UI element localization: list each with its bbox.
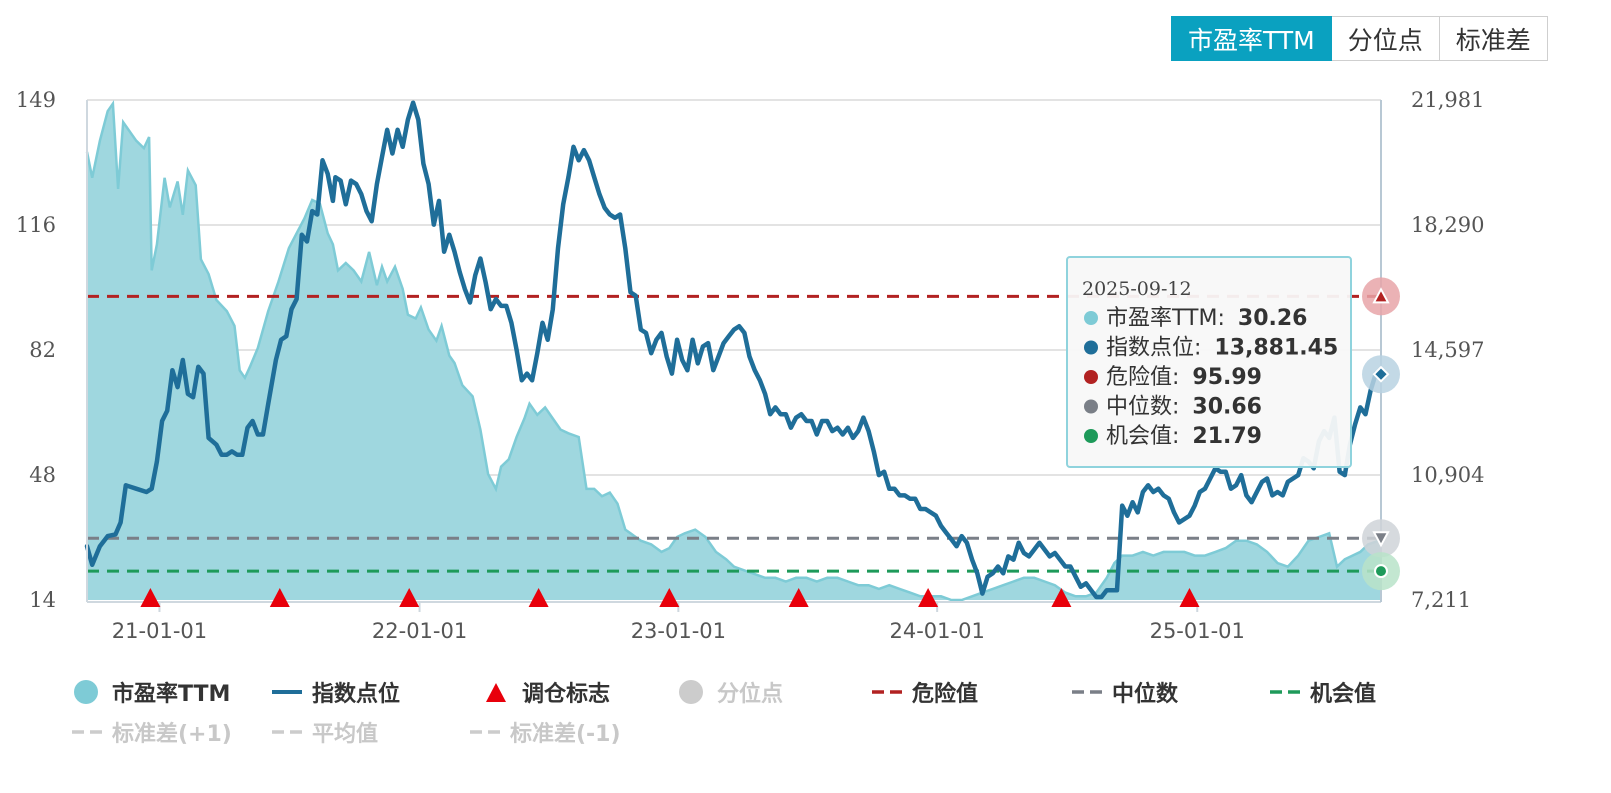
tooltip-dot — [1084, 311, 1098, 325]
legend-label: 标准差(+1) — [112, 722, 232, 747]
rebalance-marker — [269, 588, 290, 607]
right-tick-label: 10,904 — [1411, 463, 1484, 487]
legend-label: 平均值 — [312, 722, 379, 747]
left-axis: 149 116 82 48 14 — [16, 88, 56, 612]
legend-item[interactable]: 调仓标志 — [482, 676, 610, 708]
legend-item[interactable]: 分位点 — [677, 676, 783, 708]
index-points-line — [84, 100, 1384, 600]
legend-symbol-icon — [72, 730, 102, 734]
tooltip-dot — [1084, 429, 1098, 443]
legend-symbol-icon — [470, 730, 500, 734]
right-tick-label: 21,981 — [1411, 88, 1484, 112]
tooltip-dot — [1084, 399, 1098, 414]
tooltip-row-label: 市盈率TTM: — [1106, 306, 1232, 331]
legend-label: 危险值 — [912, 682, 979, 707]
legend-symbol-icon — [1270, 690, 1300, 694]
opportunity-point — [1374, 564, 1388, 579]
legend-symbol-icon — [74, 680, 98, 704]
pe-ttm-outline — [85, 100, 1382, 602]
tooltip-row-label: 指数点位: — [1106, 336, 1208, 361]
left-tick-label: 116 — [16, 213, 56, 237]
tooltip-row-value: 30.26 — [1238, 306, 1308, 331]
right-tick-label: 7,211 — [1411, 588, 1471, 612]
legend-item[interactable]: 标准差(-1) — [470, 716, 621, 748]
tooltip-box — [1066, 256, 1352, 468]
tooltip-row-value: 13,881.45 — [1214, 336, 1338, 361]
legend-item[interactable]: 市盈率TTM — [72, 676, 230, 708]
tooltip-date: 2025-09-12 — [1082, 278, 1192, 300]
legend-circle-icon — [679, 680, 703, 704]
pe-ttm-area — [87, 103, 1381, 600]
legend-label: 标准差(-1) — [510, 722, 621, 747]
rebalance-marker — [399, 588, 420, 607]
tooltip-row: 危险值: 95.99 — [1106, 365, 1262, 390]
tab-std-dev[interactable]: 标准差 — [1439, 16, 1548, 61]
tooltip-dot — [1084, 370, 1098, 384]
legend-item[interactable]: 平均值 — [272, 716, 378, 748]
x-tick-label: 24-01-01 — [889, 619, 984, 643]
right-axis: 21,981 18,290 14,597 10,904 7,211 — [1411, 88, 1484, 612]
tooltip-row-label: 机会值: — [1106, 424, 1186, 449]
tooltip-row: 中位数: 30.66 — [1106, 395, 1262, 420]
rebalance-marker — [659, 588, 680, 607]
legend-label: 调仓标志 — [522, 682, 611, 707]
tooltip-row: 市盈率TTM: 30.26 — [1106, 306, 1307, 331]
rebalance-marker — [1179, 588, 1200, 607]
legend-item[interactable]: 标准差(+1) — [72, 716, 232, 748]
legend-symbol-icon — [1072, 690, 1102, 694]
legend-label: 机会值 — [1310, 682, 1377, 707]
legend-symbol-icon — [679, 680, 703, 704]
tooltip-dot — [1084, 340, 1098, 355]
left-tick-label: 82 — [29, 338, 56, 362]
tooltip-row-label: 危险值: — [1106, 365, 1186, 390]
rebalance-marker — [788, 588, 809, 607]
tooltip-row: 指数点位: 13,881.45 — [1106, 336, 1338, 361]
left-tick-label: 149 — [16, 88, 56, 112]
x-tick-label: 25-01-01 — [1150, 619, 1245, 643]
metric-tab-group: 市盈率TTM 分位点 标准差 — [1171, 16, 1548, 61]
legend-label: 分位点 — [717, 682, 784, 707]
right-tick-label: 14,597 — [1411, 338, 1484, 362]
legend-symbol-icon — [272, 730, 302, 734]
legend-symbol-icon — [486, 683, 506, 702]
danger-point — [1372, 287, 1390, 304]
rebalance-marker — [918, 588, 939, 607]
hover-points — [1362, 277, 1400, 591]
legend-item[interactable]: 机会值 — [1270, 676, 1376, 708]
legend-item[interactable]: 危险值 — [872, 676, 978, 708]
tooltip-row: 机会值: 21.79 — [1106, 424, 1262, 449]
x-tick-label: 21-01-01 — [112, 619, 207, 643]
rebalance-marker — [140, 588, 161, 607]
median-point — [1372, 531, 1390, 548]
legend-triangle-icon — [486, 683, 506, 702]
index-point — [1372, 365, 1390, 383]
legend-label: 指数点位 — [312, 682, 401, 707]
tab-percentile[interactable]: 分位点 — [1331, 16, 1440, 61]
tooltip-row-value: 21.79 — [1192, 424, 1262, 449]
tooltip-row-label: 中位数: — [1106, 395, 1186, 420]
legend-item[interactable]: 中位数 — [1072, 676, 1178, 708]
rebalance-marker — [1051, 588, 1072, 607]
legend-symbol-icon — [872, 690, 902, 694]
tooltip-row-value: 30.66 — [1192, 395, 1262, 420]
x-axis: 21-01-01 22-01-01 23-01-01 24-01-01 25-01-01 — [112, 602, 1245, 643]
tab-pe-ttm[interactable]: 市盈率TTM — [1171, 16, 1332, 61]
left-tick-label: 14 — [29, 588, 56, 612]
legend-label: 市盈率TTM — [112, 682, 231, 707]
legend-circle-icon — [74, 680, 98, 704]
rebalance-marker — [528, 588, 549, 607]
legend-symbol-icon — [272, 690, 302, 694]
legend-label: 中位数 — [1112, 682, 1179, 707]
x-tick-label: 22-01-01 — [372, 619, 467, 643]
x-tick-label: 23-01-01 — [631, 619, 726, 643]
rebalance-markers — [140, 588, 1200, 607]
tooltip: 2025-09-12 市盈率TTM: 30.26 指数点位: 13,881.45 危… — [1066, 256, 1352, 468]
pe-index-chart[interactable]: 149 116 82 48 14 21,981 18,290 14,597 10,904 7,2… — [0, 0, 1611, 680]
tooltip-row-value: 95.99 — [1192, 365, 1262, 390]
legend-item[interactable]: 指数点位 — [272, 676, 400, 708]
right-tick-label: 18,290 — [1411, 213, 1484, 237]
left-tick-label: 48 — [29, 463, 56, 487]
